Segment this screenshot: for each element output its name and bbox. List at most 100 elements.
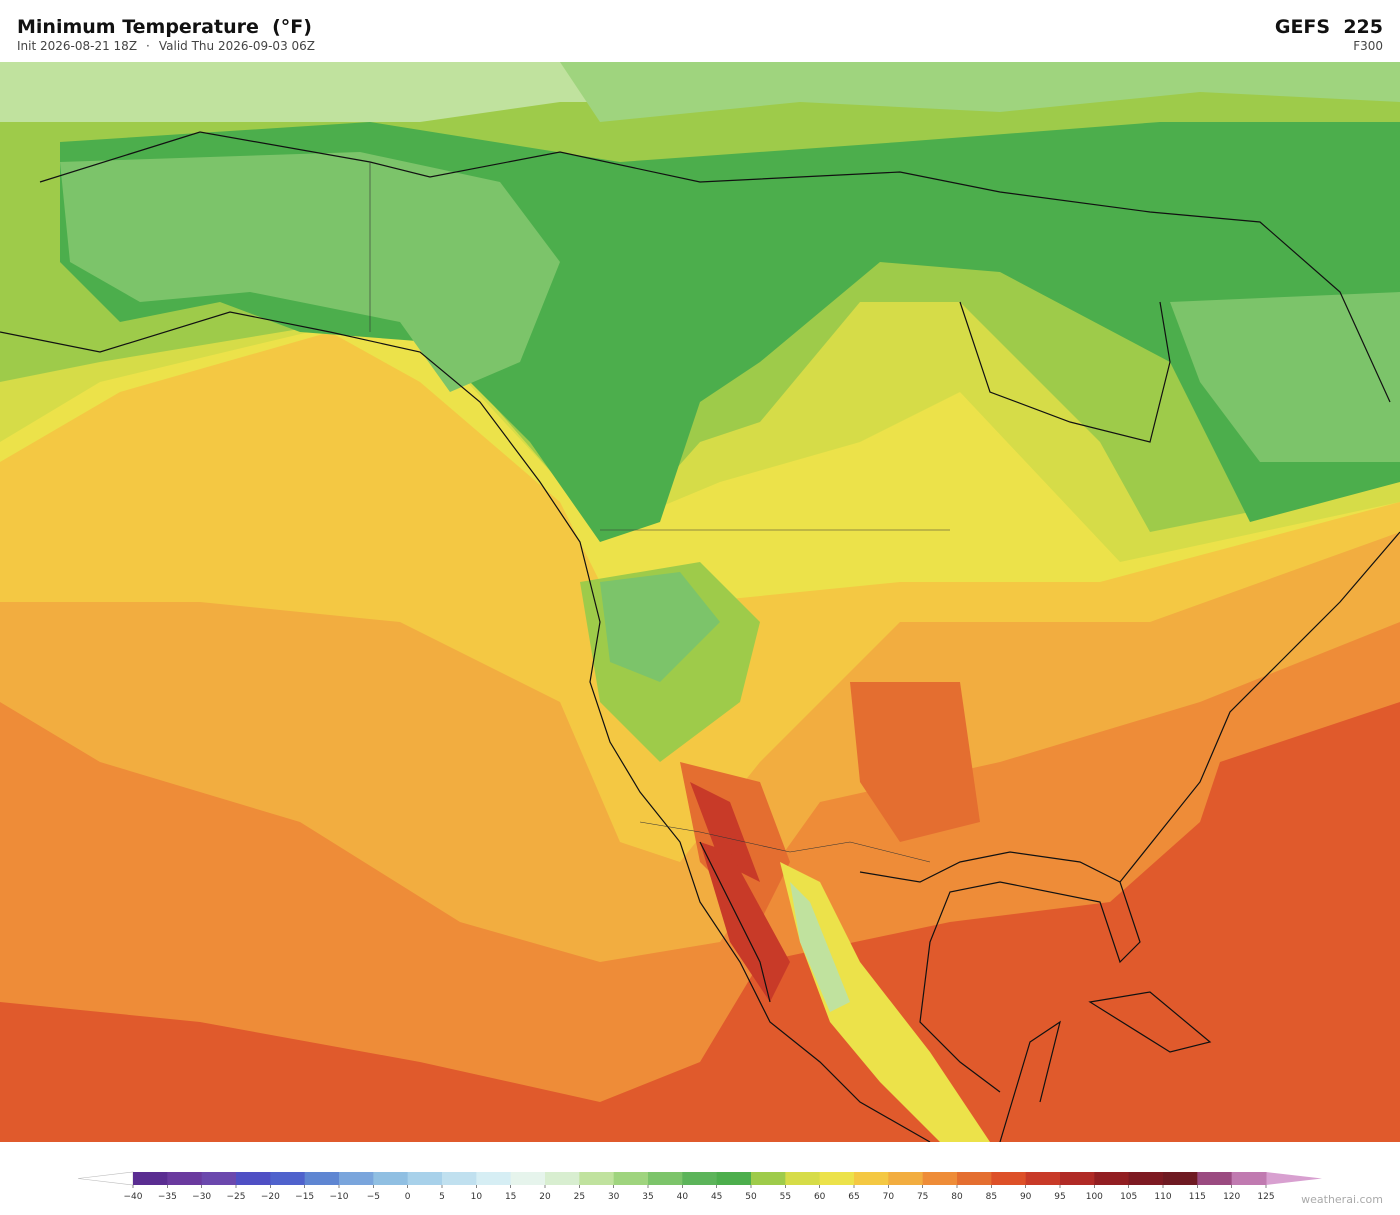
temp-zone	[700, 842, 790, 1002]
coastline	[1119, 531, 1400, 883]
colorbar-tick-label: 85	[986, 1192, 997, 1202]
colorbar-bin	[1163, 1172, 1198, 1185]
colorbar-tick-label: −5	[367, 1192, 380, 1202]
colorbar-tick-label: 95	[1054, 1192, 1065, 1202]
colorbar-bin	[373, 1172, 409, 1185]
colorbar-bin	[236, 1172, 271, 1185]
colorbar-bin	[133, 1172, 168, 1185]
colorbar-bin	[510, 1172, 546, 1185]
colorbar-bin	[888, 1172, 924, 1185]
colorbar-bin	[339, 1172, 374, 1185]
borders	[369, 162, 950, 863]
coastline	[39, 131, 1391, 403]
colorbar-bin	[854, 1172, 889, 1185]
colorbar-tick-label: 90	[1020, 1192, 1032, 1202]
temp-zone	[780, 862, 990, 1142]
colorbar-tick-label: 75	[917, 1192, 928, 1202]
coastline	[1088, 991, 1212, 1053]
colorbar-bin	[991, 1172, 1027, 1185]
colorbar-tick-label: 55	[780, 1192, 791, 1202]
colorbar-tick-label: 10	[471, 1192, 483, 1202]
temp-zone	[1170, 292, 1400, 462]
subtitle: Init 2026-08-21 18Z · Valid Thu 2026-09-03…	[17, 39, 324, 53]
temp-zone	[790, 882, 850, 1012]
colorbar-tick-label: 0	[405, 1192, 411, 1202]
colorbar-tick-label: 110	[1154, 1192, 1171, 1202]
colorbar-bin	[1094, 1172, 1130, 1185]
map	[0, 62, 1400, 1142]
colorbar-bin	[201, 1172, 237, 1185]
colorbar-bin	[613, 1172, 649, 1185]
colorbar-bin	[1060, 1172, 1095, 1185]
title: Minimum Temperature (°F)	[17, 16, 312, 38]
colorbar-tick-label: 5	[439, 1192, 445, 1202]
colorbar-bin	[270, 1172, 306, 1185]
colorbar-tick-label: 50	[745, 1192, 757, 1202]
colorbar-bin	[922, 1172, 958, 1185]
colorbar-tick-label: 15	[505, 1192, 516, 1202]
colorbar-tick-label: 25	[574, 1192, 585, 1202]
colorbar-bin	[648, 1172, 683, 1185]
colorbar-bin	[957, 1172, 992, 1185]
temp-zone	[850, 682, 980, 842]
separator: ·	[146, 39, 150, 53]
colorbar-tick-label: 60	[814, 1192, 826, 1202]
coastline	[999, 1020, 1061, 1142]
colorbar-tick-label: 80	[951, 1192, 963, 1202]
colorbar-bin	[716, 1172, 752, 1185]
watermark: weatherai.com	[1301, 1193, 1383, 1206]
forecast-hour: F300	[1353, 39, 1383, 53]
colorbar-bin	[1231, 1172, 1267, 1185]
colorbar-bin	[407, 1172, 443, 1185]
colorbar-over	[1266, 1172, 1322, 1185]
temp-zone	[600, 572, 720, 682]
colorbar-tick-label: −40	[124, 1192, 143, 1202]
border	[639, 821, 931, 863]
colorbar-bin	[785, 1172, 821, 1185]
coastline	[859, 851, 1141, 1093]
colorbar-tick-label: −20	[261, 1192, 280, 1202]
colorbar-tick-label: −35	[158, 1192, 177, 1202]
colorbar-tick-label: 30	[608, 1192, 620, 1202]
coastline	[0, 311, 931, 1142]
colorbar-bin	[579, 1172, 615, 1185]
colorbar-bin	[819, 1172, 855, 1185]
colorbar-tick-label: −30	[192, 1192, 211, 1202]
colorbar-tick-label: 125	[1257, 1192, 1274, 1202]
coastline	[959, 301, 1171, 443]
temp-zone	[690, 782, 760, 882]
colorbar-bin	[167, 1172, 203, 1185]
colorbar-tick-label: 45	[711, 1192, 722, 1202]
colorbar-tick-label: 115	[1189, 1192, 1206, 1202]
colorbar-tick-label: 20	[539, 1192, 551, 1202]
colorbar-bin	[545, 1172, 580, 1185]
colorbar-tick-label: −15	[295, 1192, 314, 1202]
colorbar-tick-label: 35	[642, 1192, 653, 1202]
temp-zone	[560, 62, 1400, 122]
colorbar-tick-label: 100	[1086, 1192, 1103, 1202]
coastline	[699, 841, 771, 1003]
colorbar-bin	[476, 1172, 512, 1185]
init-time: Init 2026-08-21 18Z	[17, 39, 138, 53]
colorbar-bin	[1128, 1172, 1164, 1185]
colorbar: −40 −35 −30 −25 −20 −15 −10 −5 0 5 10 15 20 25 30 35 40 4…	[77, 1171, 1322, 1202]
colorbar-under	[77, 1171, 134, 1186]
colorbar-bin	[751, 1172, 786, 1185]
colorbar-tick-label: −25	[227, 1192, 246, 1202]
temp-zone	[60, 152, 560, 392]
colorbar-tick-label: 65	[848, 1192, 859, 1202]
coastline	[0, 131, 1400, 1142]
colorbar-bin	[682, 1172, 718, 1185]
model-label: GEFS 225	[1274, 16, 1383, 38]
colorbar-tick-label: −10	[330, 1192, 349, 1202]
colorbar-tick-label: 40	[677, 1192, 689, 1202]
colorbar-tick-label: 70	[883, 1192, 895, 1202]
colorbar-tick-label: 105	[1120, 1192, 1137, 1202]
colorbar-bin	[1025, 1172, 1061, 1185]
colorbar-tick-label: 120	[1223, 1192, 1240, 1202]
valid-time: Valid Thu 2026-09-03 06Z	[158, 39, 316, 53]
colorbar-bin	[442, 1172, 477, 1185]
colorbar-bin	[304, 1172, 340, 1185]
colorbar-bin	[1197, 1172, 1233, 1185]
